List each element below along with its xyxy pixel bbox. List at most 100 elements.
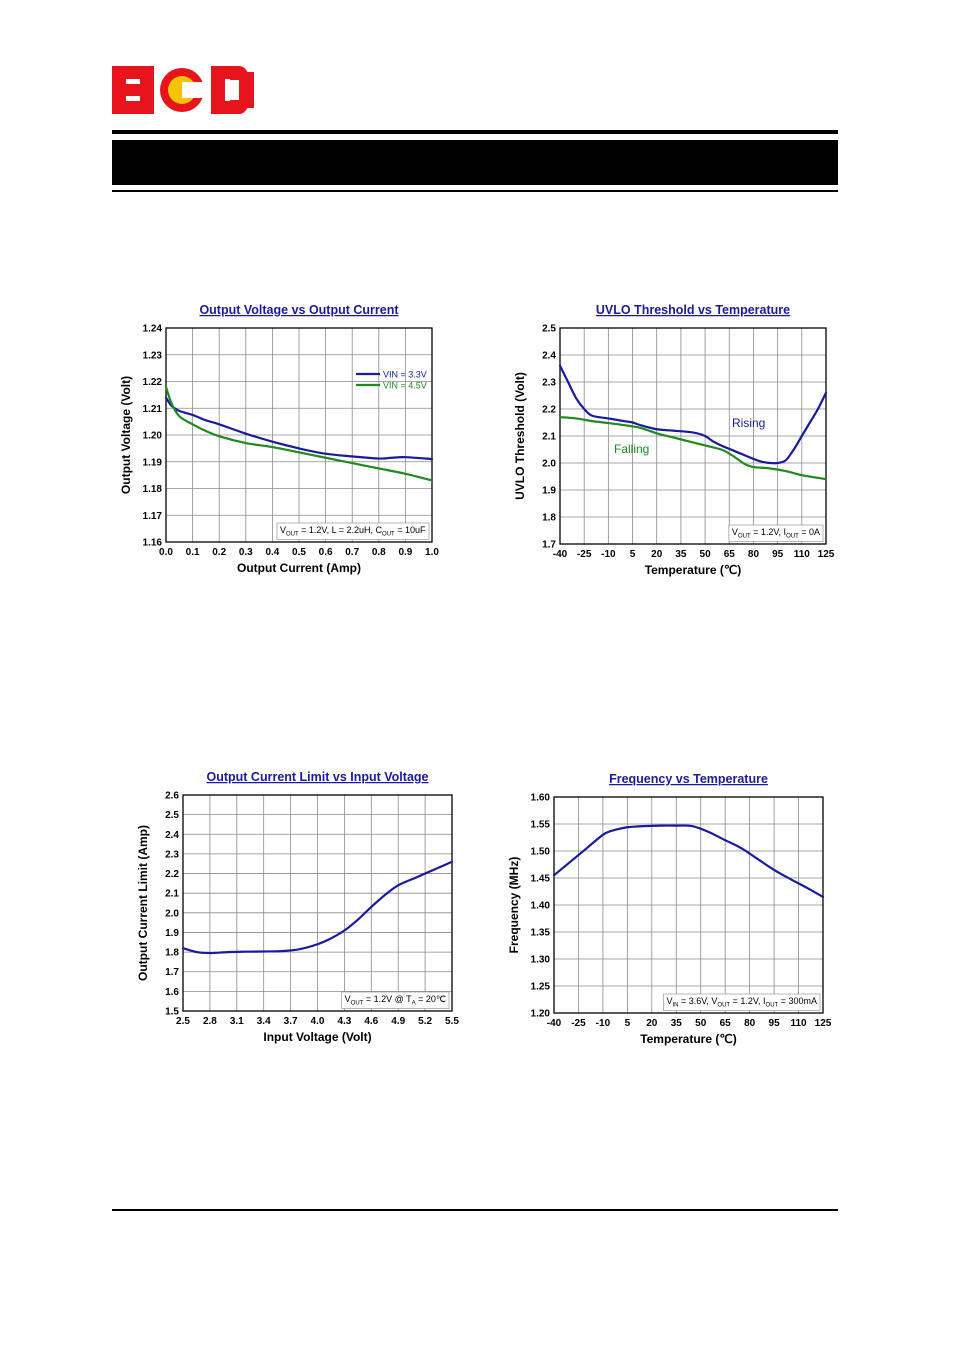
chart-uvlo-threshold-vs-temperature: UVLO Threshold vs Temperature -40 -25 -10 5 2… — [513, 303, 835, 577]
header-rule-thin — [112, 190, 838, 192]
x-tick-label: 0.1 — [186, 547, 200, 558]
y-tick-label: 1.8 — [165, 948, 179, 959]
y-tick-label: 1.22 — [143, 377, 163, 388]
series-line-1 — [164, 396, 434, 461]
y-tick-label: 2.4 — [542, 351, 556, 362]
x-tick-label: 110 — [790, 1018, 807, 1029]
x-axis-label: Temperature (℃) — [640, 1032, 737, 1046]
x-tick-label: 80 — [744, 1018, 756, 1029]
x-tick-label: 0.9 — [398, 547, 412, 558]
x-tick-label: 2.8 — [203, 1016, 217, 1027]
y-tick-label: 2.1 — [165, 889, 179, 900]
y-axis-label: UVLO Threshold (Volt) — [513, 372, 527, 500]
x-tick-label: 5 — [630, 549, 636, 560]
conditions-box — [341, 991, 450, 1009]
x-tick-label: 3.1 — [230, 1016, 244, 1027]
x-tick-label: -10 — [596, 1018, 611, 1029]
y-tick-label: 2.3 — [165, 849, 179, 860]
x-tick-label: 4.0 — [311, 1016, 325, 1027]
x-tick-label: -25 — [571, 1018, 586, 1029]
chart-output-current-limit-vs-input-voltage: Output Current Limit vs Input Voltage 2.5… — [138, 770, 459, 1044]
y-tick-label: 1.5 — [165, 1007, 179, 1018]
header-rule-thick — [112, 130, 838, 134]
x-tick-label: 5 — [625, 1018, 631, 1029]
x-tick-label: 95 — [769, 1018, 781, 1029]
x-tick-label: 4.6 — [364, 1016, 378, 1027]
conditions-text: VOUT = 1.2V, IOUT = 0A — [732, 527, 820, 540]
x-tick-label: 125 — [818, 549, 835, 560]
y-tick-label: 1.19 — [143, 457, 163, 468]
legend-label: VIN = 4.5V — [383, 381, 427, 391]
x-tick-label: 35 — [671, 1018, 683, 1029]
y-tick-label: 1.16 — [143, 538, 163, 549]
x-tick-label: 65 — [724, 549, 736, 560]
conditions-annotation: VOUT = 1.2V, L = 2.2uH, COUT = 10uF — [276, 522, 430, 540]
conditions-text: VIN = 3.6V, VOUT = 1.2V, IOUT = 300mA — [666, 996, 817, 1009]
series-line-2 — [558, 416, 828, 481]
y-tick-label: 1.20 — [531, 1009, 551, 1020]
legend-label: VIN = 3.3V — [383, 370, 427, 380]
chart-title: UVLO Threshold vs Temperature — [596, 303, 790, 317]
series-label: Falling — [614, 442, 649, 456]
y-tick-label: 2.0 — [542, 459, 556, 470]
x-tick-label: 0.2 — [212, 547, 226, 558]
conditions-annotation: VOUT = 1.2V @ TA = 20℃ — [341, 991, 450, 1009]
y-tick-label: 2.4 — [165, 830, 179, 841]
y-tick-label: 2.2 — [542, 405, 556, 416]
x-axis-label: Input Voltage (Volt) — [263, 1030, 371, 1044]
x-tick-label: -40 — [547, 1018, 562, 1029]
y-tick-label: 2.1 — [542, 432, 556, 443]
x-tick-label: 0.4 — [265, 547, 279, 558]
y-tick-label: 1.20 — [143, 431, 163, 442]
y-tick-label: 1.9 — [542, 486, 556, 497]
x-tick-label: -10 — [601, 549, 616, 560]
chart-title: Output Current Limit vs Input Voltage — [207, 770, 429, 784]
series-line-2 — [164, 385, 434, 482]
y-tick-label: 1.45 — [531, 874, 551, 885]
x-tick-label: 80 — [748, 549, 760, 560]
y-tick-label: 1.7 — [542, 540, 556, 551]
x-tick-label: 5.2 — [418, 1016, 432, 1027]
bcd-logo — [112, 66, 254, 114]
y-tick-label: 1.7 — [165, 967, 179, 978]
x-tick-label: 0.7 — [345, 547, 359, 558]
header-black-bar — [112, 140, 838, 185]
x-tick-label: 125 — [815, 1018, 832, 1029]
chart-title: Frequency vs Temperature — [609, 772, 768, 786]
x-tick-label: 0.5 — [292, 547, 306, 558]
y-axis-label: Output Voltage (Volt) — [119, 376, 133, 494]
y-tick-label: 1.21 — [143, 404, 163, 415]
y-tick-label: 1.55 — [531, 820, 551, 831]
x-tick-label: 4.3 — [337, 1016, 351, 1027]
x-tick-label: 3.4 — [257, 1016, 271, 1027]
y-tick-label: 1.18 — [143, 484, 163, 495]
y-tick-label: 1.24 — [143, 324, 163, 335]
x-tick-label: 0.8 — [372, 547, 386, 558]
y-tick-label: 2.5 — [542, 324, 556, 335]
y-axis-label: Output Current Limit (Amp) — [138, 825, 150, 981]
plot-border — [559, 327, 827, 545]
series-line-1 — [558, 364, 828, 465]
x-tick-label: 50 — [700, 549, 712, 560]
y-tick-label: 1.6 — [165, 987, 179, 998]
x-axis-label: Temperature (℃) — [645, 563, 742, 577]
conditions-annotation: VIN = 3.6V, VOUT = 1.2V, IOUT = 300mA — [663, 993, 821, 1011]
y-tick-label: 1.50 — [531, 847, 551, 858]
plot-border — [182, 794, 453, 1012]
x-tick-label: 4.9 — [391, 1016, 405, 1027]
y-tick-label: 2.5 — [165, 810, 179, 821]
y-tick-label: 1.30 — [531, 955, 551, 966]
conditions-text: VOUT = 1.2V @ TA = 20℃ — [345, 994, 446, 1007]
conditions-box — [728, 524, 824, 542]
x-tick-label: 20 — [651, 549, 663, 560]
x-tick-label: 0.0 — [159, 547, 173, 558]
x-tick-label: 0.3 — [239, 547, 253, 558]
x-tick-label: 20 — [646, 1018, 658, 1029]
series-label: Rising — [732, 416, 765, 430]
y-tick-label: 1.8 — [542, 513, 556, 524]
x-tick-label: -25 — [577, 549, 592, 560]
x-tick-label: 0.6 — [319, 547, 333, 558]
x-tick-label: 50 — [695, 1018, 707, 1029]
x-tick-label: 110 — [794, 549, 811, 560]
plot-border — [165, 327, 433, 543]
